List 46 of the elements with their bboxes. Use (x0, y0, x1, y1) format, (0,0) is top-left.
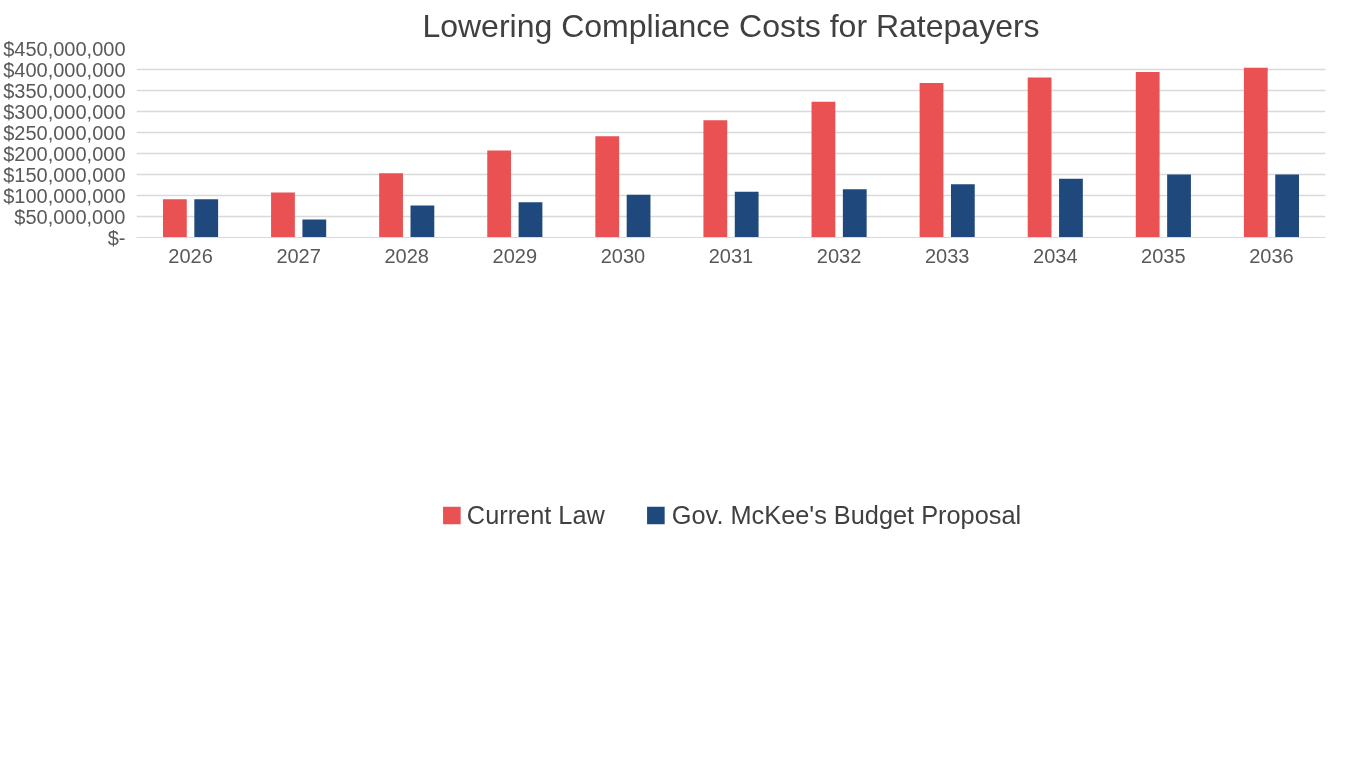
y-tick-label: $50,000,000 (14, 205, 126, 228)
x-tick-label: 2031 (708, 244, 754, 267)
x-tick-label: 2029 (492, 244, 538, 267)
bar (410, 205, 435, 238)
y-tick-label: $450,000,000 (3, 37, 126, 60)
x-tick-label: 2028 (384, 244, 429, 267)
legend-label: Current Law (466, 500, 605, 530)
bar (518, 202, 543, 238)
bar (811, 101, 836, 238)
x-tick-label: 2033 (924, 244, 970, 267)
y-tick-label: $200,000,000 (3, 142, 126, 165)
x-tick-label: 2032 (816, 244, 862, 267)
y-tick-label: $100,000,000 (3, 184, 126, 207)
bar (1059, 178, 1083, 238)
bar (595, 136, 620, 238)
y-tick-label: $300,000,000 (3, 100, 126, 123)
bar (1275, 174, 1300, 238)
legend-label: Gov. McKee's Budget Proposal (671, 500, 1022, 530)
bar (842, 189, 867, 238)
chart-title: Lowering Compliance Costs for Ratepayers (422, 7, 1040, 44)
x-tick-label: 2036 (1249, 244, 1294, 267)
y-tick-label: $150,000,000 (3, 163, 126, 186)
bar (162, 199, 187, 238)
y-tick-label: $250,000,000 (3, 121, 126, 144)
bar (950, 184, 975, 238)
x-tick-label: 2027 (276, 244, 321, 267)
bar (919, 82, 944, 238)
bar (379, 173, 403, 238)
bar (487, 150, 512, 238)
bar (734, 191, 759, 238)
bar (271, 192, 295, 238)
bar (1167, 174, 1191, 238)
x-tick-label: 2026 (168, 244, 213, 267)
bar (194, 199, 219, 238)
x-tick-label: 2034 (1033, 244, 1078, 267)
x-tick-label: 2035 (1141, 244, 1186, 267)
bar (1027, 77, 1052, 238)
y-tick-label: $400,000,000 (3, 58, 126, 81)
y-tick-label: $- (107, 226, 126, 249)
bar (1135, 72, 1160, 238)
bar (626, 194, 651, 238)
bar (703, 120, 728, 238)
x-tick-label: 2030 (600, 244, 646, 267)
y-tick-label: $350,000,000 (3, 79, 126, 102)
bar (1243, 67, 1268, 238)
bar (302, 219, 327, 238)
